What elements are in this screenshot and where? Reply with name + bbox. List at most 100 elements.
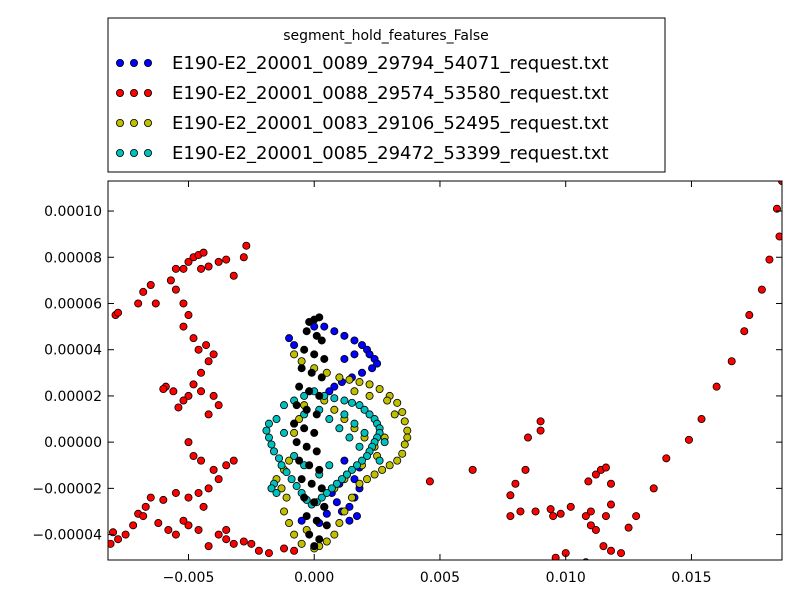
data-point	[586, 507, 595, 516]
data-point	[335, 373, 344, 382]
data-point	[272, 415, 281, 424]
data-point	[617, 549, 626, 558]
data-point	[184, 493, 193, 502]
legend-marker	[143, 148, 152, 157]
data-point	[297, 364, 306, 373]
data-point	[350, 387, 359, 396]
data-point	[169, 387, 178, 396]
data-point	[134, 299, 143, 308]
data-point	[549, 512, 558, 521]
legend-entry: E190-E2_20001_0089_29794_54071_request.t…	[116, 53, 609, 74]
data-point	[566, 502, 575, 511]
data-point	[179, 322, 188, 331]
data-point	[697, 415, 706, 424]
data-point	[370, 470, 379, 479]
data-point	[322, 368, 331, 377]
data-point	[363, 475, 372, 484]
data-point	[222, 461, 231, 470]
data-point	[146, 493, 155, 502]
data-point	[327, 484, 336, 493]
data-point	[727, 357, 736, 366]
data-point	[468, 465, 477, 474]
data-point	[114, 308, 123, 317]
data-point	[129, 521, 138, 530]
data-point	[393, 398, 402, 407]
data-point	[340, 354, 349, 363]
data-point	[171, 285, 180, 294]
data-point	[398, 408, 407, 417]
data-point	[332, 479, 341, 488]
data-point	[159, 384, 168, 393]
data-point	[315, 391, 324, 400]
data-point	[199, 502, 208, 511]
data-point	[536, 426, 545, 435]
data-point	[358, 456, 367, 465]
data-point	[282, 468, 291, 477]
data-point	[254, 546, 263, 555]
data-point	[365, 380, 374, 389]
data-point	[360, 405, 369, 414]
data-point	[184, 257, 193, 266]
data-point	[290, 452, 299, 461]
x-tick-label: 0.010	[546, 570, 586, 586]
data-point	[242, 241, 251, 250]
data-point	[662, 454, 671, 463]
legend: segment_hold_features_False E190-E2_20001…	[107, 17, 666, 173]
legend-marker	[116, 59, 125, 68]
data-point	[325, 461, 334, 470]
data-point	[305, 387, 314, 396]
data-point	[305, 530, 314, 539]
data-point	[551, 553, 560, 560]
data-point	[214, 530, 223, 539]
data-point	[345, 375, 354, 384]
data-point	[229, 456, 238, 465]
data-point	[197, 387, 206, 396]
data-point	[365, 391, 374, 400]
legend-entry: E190-E2_20001_0085_29472_53399_request.t…	[116, 143, 609, 164]
data-point	[390, 410, 399, 419]
data-point	[280, 428, 289, 437]
data-point	[322, 509, 331, 518]
legend-label: E190-E2_20001_0089_29794_54071_request.t…	[172, 53, 609, 74]
data-point	[204, 542, 213, 551]
data-point	[197, 456, 206, 465]
data-point	[166, 276, 175, 285]
data-point	[757, 285, 766, 294]
data-point	[189, 452, 198, 461]
data-point	[204, 357, 213, 366]
data-point	[363, 452, 372, 461]
data-point	[310, 542, 319, 551]
data-point	[204, 410, 213, 419]
data-point	[300, 424, 309, 433]
data-point	[393, 456, 402, 465]
data-point	[352, 512, 361, 521]
data-point	[347, 465, 356, 474]
data-point	[591, 525, 600, 534]
data-point	[317, 493, 326, 502]
data-point	[139, 512, 148, 521]
data-point	[179, 396, 188, 405]
data-point	[202, 341, 211, 350]
data-point	[601, 463, 610, 472]
data-point	[164, 525, 173, 534]
data-point	[586, 521, 595, 530]
data-point	[264, 549, 273, 558]
data-point	[624, 523, 633, 532]
data-point	[189, 334, 198, 343]
data-point	[355, 401, 364, 410]
data-point	[546, 505, 555, 514]
data-point	[302, 512, 311, 521]
data-point	[239, 253, 248, 262]
data-point	[355, 442, 364, 451]
data-point	[516, 507, 525, 516]
data-point	[745, 311, 754, 320]
data-point	[290, 428, 299, 437]
data-point	[275, 454, 284, 463]
data-point	[340, 456, 349, 465]
data-point	[297, 516, 306, 525]
data-point	[312, 331, 321, 340]
legend-entry: E190-E2_20001_0088_29574_53580_request.t…	[116, 83, 609, 104]
data-point	[358, 341, 367, 350]
plot-area	[108, 181, 782, 560]
